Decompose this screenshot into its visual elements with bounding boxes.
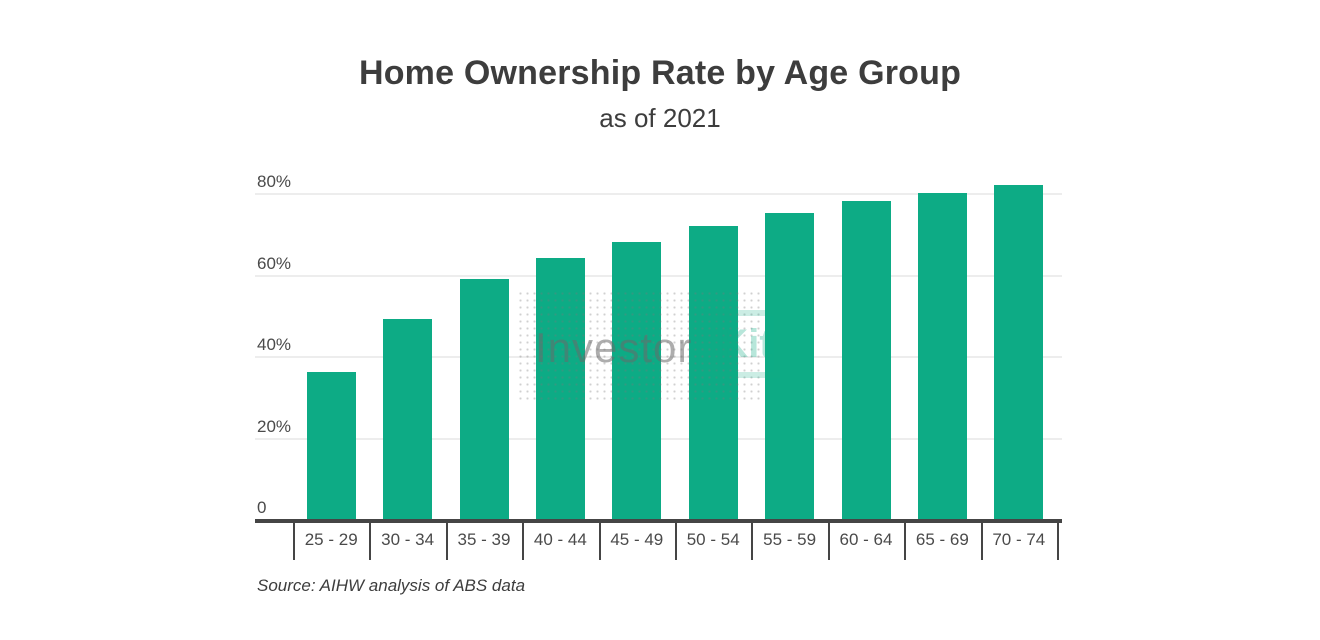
x-axis-label-55-59: 55 - 59 (763, 530, 817, 549)
bar-70-74 (994, 184, 1044, 519)
bar-65-69 (917, 193, 967, 519)
bar-25-29 (306, 372, 356, 519)
bar-55-59 (765, 213, 815, 519)
bar-60-64 (841, 201, 891, 519)
x-axis-line (255, 519, 1062, 523)
bar-30-34 (383, 319, 433, 519)
chart-title: Home Ownership Rate by Age Group (358, 54, 962, 92)
x-axis-divider-5 (675, 519, 677, 560)
x-axis-divider-9 (980, 519, 983, 560)
x-axis-label-40-44: 40 - 44 (533, 530, 587, 549)
x-axis-label-35-39: 35 - 39 (457, 530, 511, 549)
x-axis-label-60-64: 60 - 64 (839, 530, 893, 549)
x-axis-label-70-74: 70 - 74 (992, 530, 1046, 549)
x-axis-divider-0 (293, 519, 295, 560)
watermark-dot-pattern (517, 290, 764, 402)
y-tick-label-60: 60% (257, 253, 292, 273)
y-tick-label-80: 80% (257, 172, 292, 191)
x-axis-divider-3 (522, 519, 525, 560)
bar-45-49 (612, 241, 662, 519)
x-axis-divider-2 (445, 519, 448, 560)
source-note: Source: AIHW analysis of ABS data (257, 576, 526, 595)
x-axis-divider-6 (751, 519, 754, 560)
bar-50-54 (688, 225, 738, 519)
y-tick-label-40: 40% (257, 335, 292, 354)
chart-subtitle: as of 2021 (599, 103, 721, 133)
y-tick-label-0: 0 (257, 498, 267, 517)
x-axis-divider-10 (1057, 519, 1059, 560)
gridline-80 (255, 193, 1062, 195)
bar-40-44 (535, 258, 585, 519)
y-tick-label-20: 20% (257, 416, 292, 436)
x-axis-divider-8 (904, 519, 907, 560)
x-axis-label-45-49: 45 - 49 (610, 530, 664, 549)
x-axis-label-50-54: 50 - 54 (686, 530, 740, 549)
watermark-kit-logo: Kit (712, 310, 780, 378)
watermark-investor-text: Investor (535, 324, 693, 371)
x-axis-label-30-34: 30 - 34 (381, 530, 435, 549)
x-axis-divider-1 (369, 519, 372, 560)
x-axis-label-65-69: 65 - 69 (915, 530, 969, 549)
x-axis-divider-4 (598, 519, 601, 560)
watermark-kit-text: Kit (719, 321, 773, 366)
bar-35-39 (459, 278, 509, 519)
x-axis-label-25-29: 25 - 29 (304, 530, 358, 549)
x-axis-divider-7 (827, 519, 830, 560)
